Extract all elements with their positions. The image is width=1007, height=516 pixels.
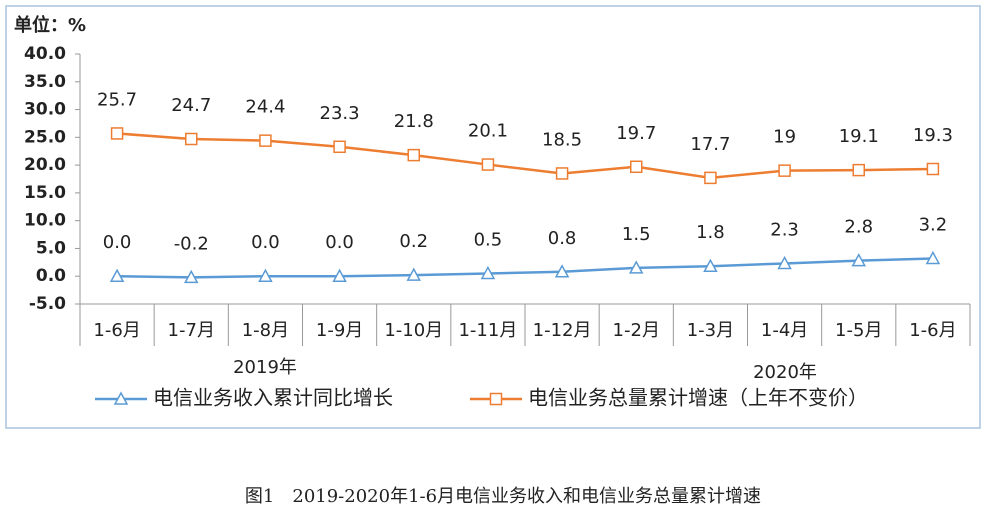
data-label: 0.0 (325, 232, 354, 253)
point (852, 163, 865, 177)
x-tick-label: 1-7月 (168, 320, 215, 341)
point (554, 264, 570, 278)
x-tick-label: 1-8月 (242, 320, 289, 341)
x-tick-label: 1-3月 (687, 320, 734, 341)
data-label: 0.2 (399, 231, 428, 252)
legend-label: 电信业务收入累计同比增长 (153, 386, 393, 410)
x-tick-label: 1-5月 (835, 320, 882, 341)
point (489, 392, 503, 406)
point (109, 268, 125, 282)
point (778, 164, 791, 177)
series-line (116, 132, 933, 180)
x-tick-label: 1-2月 (613, 320, 660, 341)
data-label: 24.4 (245, 97, 285, 118)
x-tick-label: 1-11月 (458, 320, 517, 341)
data-label: 19.3 (913, 125, 953, 146)
data-label: 19.7 (616, 123, 656, 144)
point (481, 158, 495, 171)
point (703, 258, 718, 272)
x-tick-label: 1-9月 (316, 320, 363, 341)
data-label: 19.1 (839, 126, 879, 147)
x-tick-label: 1-12月 (533, 320, 592, 341)
point (926, 162, 940, 176)
group-label: 2020年 (753, 362, 817, 383)
data-label: 2.3 (770, 219, 799, 240)
point (113, 391, 129, 405)
point (185, 132, 198, 146)
point (628, 260, 644, 274)
point (777, 255, 792, 270)
data-label: 23.3 (320, 103, 360, 124)
y-tick-label: 30.0 (24, 100, 66, 120)
caption: 图1 2019-2020年1-6月电信业务收入和电信业务总量累计增速 (245, 486, 761, 507)
point (333, 140, 346, 154)
point (555, 167, 569, 180)
data-label: 21.8 (394, 111, 434, 132)
data-label: 1.8 (696, 222, 725, 243)
point (851, 253, 867, 267)
data-label: 2.8 (844, 217, 873, 238)
unit-label: 单位：% (14, 14, 86, 36)
data-label: 0.0 (103, 232, 132, 253)
data-label: 17.7 (690, 134, 730, 155)
group-label: 2019年 (233, 357, 297, 378)
data-label: -0.2 (174, 233, 209, 254)
data-label: 0.5 (474, 229, 503, 250)
point (406, 267, 422, 281)
y-tick-label: 35.0 (24, 72, 66, 92)
x-tick-label: 1-6月 (909, 320, 956, 341)
y-tick-label: 10.0 (24, 211, 66, 231)
point (258, 268, 273, 282)
data-label: 19 (773, 127, 796, 148)
x-tick-label: 1-4月 (761, 320, 808, 341)
data-label: 0.0 (251, 232, 280, 253)
y-tick-label: -5.0 (29, 294, 66, 314)
y-tick-label: 15.0 (24, 183, 66, 203)
point (183, 269, 199, 284)
x-tick-label: 1-10月 (384, 320, 443, 341)
point (110, 127, 124, 140)
y-tick-label: 25.0 (24, 127, 66, 147)
series-line (117, 257, 933, 279)
y-tick-label: 0.0 (36, 266, 66, 286)
y-tick-label: 5.0 (36, 238, 66, 258)
point (480, 265, 496, 280)
chart-frame (5, 5, 981, 429)
point (630, 160, 643, 174)
data-label: 20.1 (468, 121, 508, 142)
x-tick-label: 1-6月 (93, 320, 140, 341)
point (704, 171, 717, 185)
data-label: 1.5 (622, 224, 651, 245)
legend-label: 电信业务总量累计增速（上年不变价） (528, 386, 868, 410)
data-label: 3.2 (919, 214, 948, 235)
y-tick-label: 40.0 (24, 44, 66, 64)
data-label: 0.8 (548, 228, 577, 249)
data-label: 18.5 (542, 129, 582, 150)
point (925, 250, 941, 265)
point (259, 134, 272, 147)
y-tick-label: 20.0 (24, 155, 66, 175)
data-label: 25.7 (97, 89, 137, 110)
point (407, 148, 420, 162)
point (332, 268, 347, 282)
data-label: 24.7 (171, 95, 211, 116)
